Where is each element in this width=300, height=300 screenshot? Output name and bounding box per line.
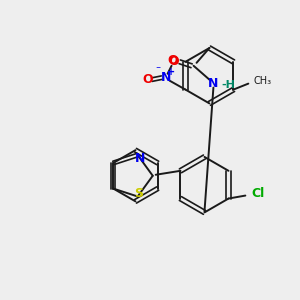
- Text: S: S: [134, 187, 143, 200]
- Text: CH₃: CH₃: [253, 76, 272, 85]
- Text: N: N: [134, 152, 145, 166]
- Text: +: +: [167, 67, 175, 77]
- Text: N: N: [160, 71, 171, 84]
- Text: -H: -H: [221, 80, 235, 90]
- Text: O: O: [142, 73, 153, 86]
- Text: ⁻: ⁻: [155, 65, 160, 75]
- Text: Cl: Cl: [251, 187, 265, 200]
- Text: N: N: [208, 77, 219, 90]
- Text: O: O: [167, 54, 178, 67]
- Text: O: O: [168, 55, 179, 68]
